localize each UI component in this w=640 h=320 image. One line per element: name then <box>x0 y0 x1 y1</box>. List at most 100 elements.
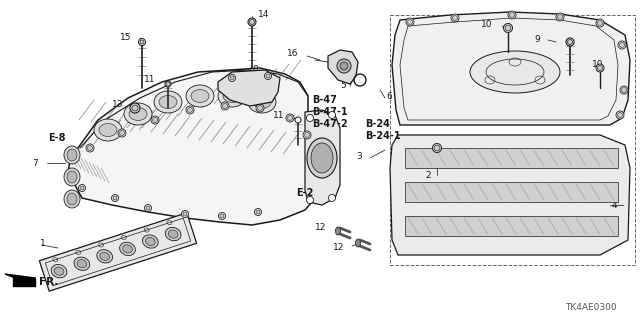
Ellipse shape <box>295 117 301 123</box>
Ellipse shape <box>97 250 113 263</box>
Ellipse shape <box>218 85 246 107</box>
Ellipse shape <box>111 195 118 202</box>
Ellipse shape <box>88 146 93 150</box>
Polygon shape <box>405 148 618 168</box>
Ellipse shape <box>568 39 573 44</box>
Ellipse shape <box>146 206 150 210</box>
Ellipse shape <box>159 95 177 108</box>
Ellipse shape <box>113 196 117 200</box>
Ellipse shape <box>191 90 209 102</box>
Text: 11: 11 <box>273 110 284 119</box>
Text: 9: 9 <box>534 35 540 44</box>
Ellipse shape <box>132 105 138 111</box>
Text: TK4AE0300: TK4AE0300 <box>565 303 616 313</box>
Ellipse shape <box>256 210 260 214</box>
Ellipse shape <box>303 131 311 139</box>
Ellipse shape <box>54 267 64 275</box>
Text: B-24-1: B-24-1 <box>365 131 401 141</box>
Ellipse shape <box>328 195 335 202</box>
Ellipse shape <box>140 40 144 44</box>
Ellipse shape <box>99 124 117 137</box>
Polygon shape <box>39 213 196 291</box>
Ellipse shape <box>264 73 271 79</box>
Ellipse shape <box>307 196 314 204</box>
Ellipse shape <box>51 265 67 278</box>
Polygon shape <box>390 135 630 255</box>
Ellipse shape <box>616 111 624 119</box>
Ellipse shape <box>255 209 262 215</box>
Text: 7: 7 <box>32 158 38 167</box>
Text: 8: 8 <box>252 65 258 74</box>
Text: 3: 3 <box>356 151 362 161</box>
Ellipse shape <box>182 211 189 218</box>
Ellipse shape <box>335 227 340 235</box>
Text: 12: 12 <box>333 244 344 252</box>
Ellipse shape <box>123 245 132 253</box>
Ellipse shape <box>64 190 80 208</box>
Ellipse shape <box>470 51 560 93</box>
Text: 15: 15 <box>120 33 131 42</box>
Ellipse shape <box>556 13 564 21</box>
Ellipse shape <box>451 14 459 22</box>
Ellipse shape <box>218 212 225 220</box>
Ellipse shape <box>64 168 80 186</box>
Text: B-47-1: B-47-1 <box>312 107 348 117</box>
Polygon shape <box>405 216 618 236</box>
Ellipse shape <box>305 132 310 138</box>
Polygon shape <box>13 278 35 286</box>
Text: 13: 13 <box>111 100 123 108</box>
Ellipse shape <box>74 257 90 270</box>
Ellipse shape <box>124 103 152 125</box>
Ellipse shape <box>220 214 224 218</box>
Text: E-8: E-8 <box>48 133 65 143</box>
Ellipse shape <box>598 20 602 26</box>
Ellipse shape <box>618 113 623 117</box>
Ellipse shape <box>266 74 270 78</box>
Text: B-47-2: B-47-2 <box>312 119 348 129</box>
Text: 10: 10 <box>481 20 492 28</box>
Ellipse shape <box>94 119 122 141</box>
Polygon shape <box>68 68 328 225</box>
Ellipse shape <box>621 87 627 92</box>
Ellipse shape <box>186 106 194 114</box>
Ellipse shape <box>145 237 156 245</box>
Ellipse shape <box>77 260 87 268</box>
Ellipse shape <box>64 146 80 164</box>
Ellipse shape <box>287 116 292 121</box>
Text: E-2: E-2 <box>296 188 314 198</box>
Ellipse shape <box>80 186 84 190</box>
Ellipse shape <box>256 104 264 112</box>
Text: 6: 6 <box>386 92 392 100</box>
Ellipse shape <box>248 91 276 113</box>
Text: 2: 2 <box>425 171 431 180</box>
Ellipse shape <box>165 81 171 87</box>
Ellipse shape <box>505 25 511 31</box>
Ellipse shape <box>228 75 236 82</box>
Ellipse shape <box>183 212 187 216</box>
Polygon shape <box>392 12 630 125</box>
Polygon shape <box>405 182 618 202</box>
Ellipse shape <box>434 145 440 151</box>
Ellipse shape <box>118 129 126 137</box>
Ellipse shape <box>355 239 360 247</box>
Text: 10: 10 <box>592 60 604 68</box>
Ellipse shape <box>67 149 77 161</box>
Ellipse shape <box>120 131 125 135</box>
Ellipse shape <box>221 102 229 110</box>
Ellipse shape <box>143 235 158 248</box>
Text: FR.: FR. <box>39 277 58 287</box>
Ellipse shape <box>79 185 86 191</box>
Ellipse shape <box>67 171 77 183</box>
Ellipse shape <box>145 204 152 212</box>
Ellipse shape <box>188 108 193 113</box>
Ellipse shape <box>340 62 348 70</box>
Ellipse shape <box>151 116 159 124</box>
Text: 1: 1 <box>40 239 45 249</box>
Ellipse shape <box>408 20 413 25</box>
Ellipse shape <box>618 41 626 49</box>
Text: 5: 5 <box>340 81 346 90</box>
Ellipse shape <box>598 66 602 70</box>
Ellipse shape <box>253 95 271 108</box>
Ellipse shape <box>223 103 227 108</box>
Ellipse shape <box>166 82 170 86</box>
